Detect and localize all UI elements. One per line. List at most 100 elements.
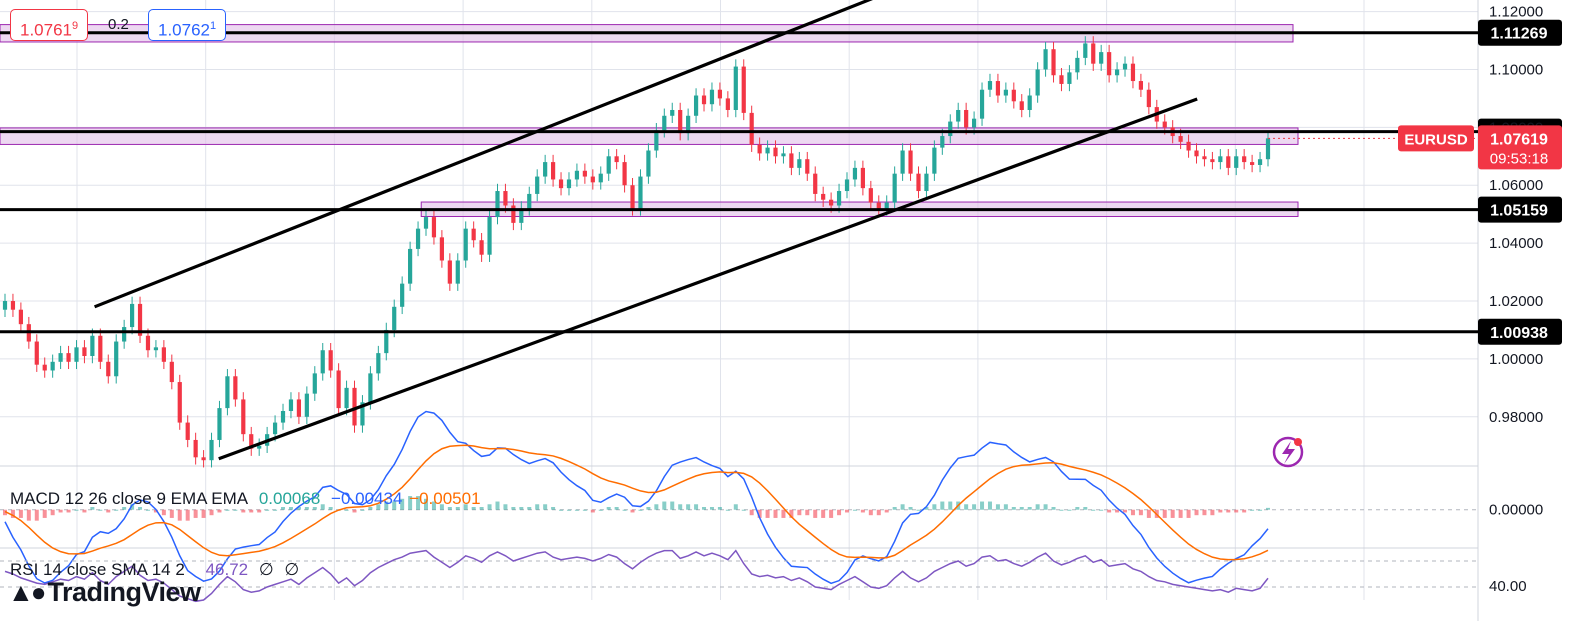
rsi-legend[interactable]: RSI 14 close SMA 14 2 46.72 ∅ ∅ xyxy=(10,560,305,580)
candle-body xyxy=(1250,162,1255,165)
macd-histogram-bar xyxy=(304,507,309,510)
candle-body xyxy=(471,228,476,241)
macd-histogram-bar xyxy=(900,504,905,510)
macd-histogram-bar xyxy=(34,509,39,521)
channel-trendline xyxy=(218,97,1198,461)
macd-histogram-bar xyxy=(789,509,794,518)
symbol-tag: EURUSD xyxy=(1404,131,1468,148)
macd-title: MACD 12 26 close 9 EMA EMA xyxy=(10,489,249,508)
candle-body xyxy=(352,387,357,426)
candle-body xyxy=(1242,156,1247,163)
candle-body xyxy=(18,309,23,325)
bid-price-pip: 9 xyxy=(72,20,79,32)
candle-body xyxy=(1138,81,1144,90)
candle-body xyxy=(733,66,738,110)
macd-histogram-bar xyxy=(1234,509,1239,513)
macd-histogram-bar xyxy=(1242,509,1247,513)
macd-histogram-bar xyxy=(392,501,397,510)
candle-body xyxy=(924,173,929,192)
candle-body xyxy=(614,156,619,163)
macd-histogram-bar xyxy=(757,509,762,518)
grid xyxy=(0,0,1479,621)
tradingview-logo[interactable]: ▲● TradingView xyxy=(8,575,201,609)
macd-histogram-bar xyxy=(519,507,524,510)
candle-body xyxy=(1234,156,1239,168)
candle-body xyxy=(836,191,842,206)
macd-histogram-bar xyxy=(1266,507,1270,510)
macd-signal-value: −0.00501 xyxy=(409,489,481,508)
candle-body xyxy=(606,156,611,174)
candle-body xyxy=(503,191,508,206)
candle-body xyxy=(304,393,309,417)
macd-histogram-bar xyxy=(1218,509,1223,513)
candle-body xyxy=(415,228,421,249)
candle-body xyxy=(376,353,381,374)
macd-histogram-bar xyxy=(527,507,532,510)
macd-histogram-bar xyxy=(1162,509,1167,518)
candle-body xyxy=(249,434,254,449)
macd-histogram-bar xyxy=(837,509,842,516)
macd-histogram-bar xyxy=(328,507,333,510)
macd-histogram-bar xyxy=(66,509,71,513)
lightning-icon[interactable] xyxy=(1272,436,1304,468)
macd-histogram-bar xyxy=(273,509,278,511)
candle-body xyxy=(272,422,278,435)
macd-histogram-bar xyxy=(1226,509,1231,513)
macd-histogram-bar xyxy=(288,507,293,510)
price-tick: 1.10000 xyxy=(1489,61,1543,78)
candle-body xyxy=(1067,72,1072,84)
macd-histogram-bar xyxy=(1202,509,1207,516)
macd-histogram-bar xyxy=(400,498,405,510)
macd-histogram-bar xyxy=(805,509,810,516)
candle-body xyxy=(1162,121,1167,128)
macd-histogram-bar xyxy=(765,509,770,518)
macd-histogram-bar xyxy=(630,509,635,513)
candle-body xyxy=(932,147,937,174)
candle-body xyxy=(598,173,603,183)
candle-body xyxy=(98,335,103,362)
candle-body xyxy=(201,457,206,461)
candle-body xyxy=(979,89,985,119)
macd-histogram-bar xyxy=(145,509,150,511)
macd-histogram-bar xyxy=(662,501,667,510)
price-tick: 1.04000 xyxy=(1489,235,1543,252)
candle-body xyxy=(1035,69,1040,96)
macd-histogram-bar xyxy=(1210,509,1215,516)
candle-body xyxy=(209,439,214,461)
candle-body xyxy=(574,170,580,180)
candle-body xyxy=(1130,63,1136,82)
candle-body xyxy=(829,199,834,206)
macd-signal-line xyxy=(4,444,1269,561)
macd-tick: 0.00000 xyxy=(1489,502,1543,519)
ask-price-box[interactable]: 1.07621 xyxy=(148,9,227,41)
candle-body xyxy=(527,193,532,209)
macd-histogram-bar xyxy=(1075,507,1080,510)
macd-histogram-bar xyxy=(384,501,389,510)
candle-body xyxy=(431,217,437,238)
candle-body xyxy=(964,109,969,128)
candle-body xyxy=(1202,156,1207,160)
zones xyxy=(0,24,1299,218)
rsi-pane xyxy=(0,549,1478,603)
macd-histogram-bar xyxy=(463,504,468,510)
candle-body xyxy=(90,335,95,357)
candle-body xyxy=(400,283,405,307)
candle-body xyxy=(169,361,174,383)
macd-histogram-bar xyxy=(638,509,643,511)
candle-body xyxy=(741,66,746,113)
macd-histogram-bar xyxy=(1019,507,1024,510)
macd-histogram-bar xyxy=(281,507,286,510)
candle-body xyxy=(630,185,635,209)
level-label: 1.11269 xyxy=(1491,26,1548,43)
candle-body xyxy=(185,422,190,440)
macd-histogram-bar xyxy=(980,501,985,510)
candle-body xyxy=(844,179,850,192)
candle-body xyxy=(423,217,429,229)
macd-histogram-bar xyxy=(10,509,15,518)
macd-legend[interactable]: MACD 12 26 close 9 EMA EMA 0.00068 −0.00… xyxy=(10,489,487,509)
macd-histogram-bar xyxy=(26,509,31,521)
candle-body xyxy=(1218,156,1223,163)
candle-body xyxy=(543,162,548,177)
bid-price-box[interactable]: 1.07619 xyxy=(10,9,89,41)
